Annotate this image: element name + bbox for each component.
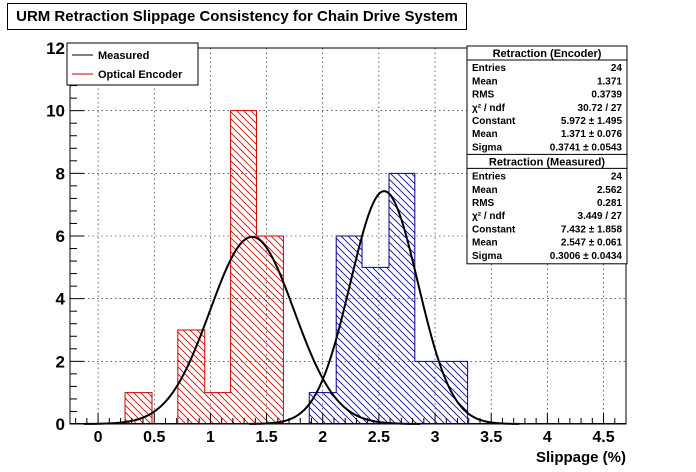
legend-label: Measured	[98, 50, 149, 62]
gaussian-fits	[83, 190, 520, 425]
stats-row-value: 0.3741 ± 0.0543	[550, 142, 623, 153]
histogram-bar	[362, 267, 389, 424]
stats-row-label: Mean	[472, 129, 498, 140]
y-tick-label: 6	[56, 227, 65, 246]
stats-row-label: χ² / ndf	[472, 211, 506, 222]
x-tick-label: 2	[318, 429, 327, 446]
fit-curve	[83, 235, 421, 425]
x-tick-label: 0	[94, 429, 103, 446]
chart-title: URM Retraction Slippage Consistency for …	[16, 8, 458, 25]
y-tick-label: 0	[56, 415, 65, 434]
stats-row-value: 0.3006 ± 0.0434	[550, 251, 623, 262]
histogram-bar	[441, 361, 468, 424]
stats-row-label: Entries	[472, 63, 506, 74]
histogram-bar	[388, 173, 415, 424]
stats-row-label: Sigma	[472, 142, 502, 153]
stats-box-title: Retraction (Measured)	[489, 156, 605, 168]
stats-row-label: Mean	[472, 238, 498, 249]
x-tick-label: 0.5	[143, 429, 165, 446]
histogram-outline	[308, 172, 469, 424]
stats-row-value: 24	[611, 172, 623, 183]
stats-row-value: 1.371 ± 0.076	[561, 129, 623, 140]
stats-row-value: 2.547 ± 0.061	[561, 238, 623, 249]
stats-row-value: 0.3739	[591, 90, 622, 101]
x-tick-label: 4	[543, 429, 552, 446]
stats-box-frame	[466, 45, 628, 156]
stats-row-value: 30.72 / 27	[578, 103, 623, 114]
fit-curve	[249, 190, 520, 425]
histogram-bar	[414, 361, 442, 424]
x-tick-label: 3	[431, 429, 440, 446]
histogram-bar	[230, 110, 257, 425]
y-tick-label: 2	[56, 352, 65, 371]
stats-box: Retraction (Encoder) Entries 24 Mean 1.371 RM…	[466, 45, 628, 156]
y-tick-label: 10	[46, 102, 65, 121]
x-tick-label: 1	[206, 429, 215, 446]
stats-row-value: 24	[611, 63, 623, 74]
histogram-bar	[336, 236, 363, 424]
histogram-bars	[70, 110, 626, 425]
legend: Measured Optical Encoder	[66, 42, 199, 86]
stats-row-value: 3.449 / 27	[578, 211, 623, 222]
stats-box-title: Retraction (Encoder)	[493, 48, 602, 60]
y-tick-label: 12	[46, 39, 65, 58]
stats-box-frame	[466, 153, 628, 265]
x-tick-label: 3.5	[480, 429, 502, 446]
stats-box: Retraction (Measured) Entries 24 Mean 2.562 R…	[466, 153, 628, 265]
stats-row-label: RMS	[472, 198, 495, 209]
x-axis-label: Slippage (%)	[536, 449, 626, 466]
x-tick-label: 4.5	[592, 429, 614, 446]
stats-row-label: χ² / ndf	[472, 103, 506, 114]
stats-row-label: Entries	[472, 172, 506, 183]
histogram-outline	[124, 110, 310, 425]
x-tick-label: 1.5	[255, 429, 277, 446]
stats-row-label: Constant	[472, 116, 516, 127]
y-tick-label: 4	[56, 290, 66, 309]
stats-row-label: RMS	[472, 90, 495, 101]
stats-row-value: 2.562	[597, 185, 622, 196]
stats-row-label: Mean	[472, 185, 498, 196]
stats-row-value: 0.281	[597, 198, 622, 209]
histogram-bar	[204, 392, 231, 424]
stats-row-label: Constant	[472, 224, 516, 235]
x-tick-label: 2.5	[368, 429, 390, 446]
histogram-bar	[256, 236, 284, 424]
stats-row-label: Sigma	[472, 251, 502, 262]
stats-row-value: 5.972 ± 1.495	[561, 116, 623, 127]
y-tick-label: 8	[56, 164, 65, 183]
stats-row-value: 7.432 ± 1.858	[561, 224, 623, 235]
legend-box	[66, 42, 199, 86]
chart-title-box: URM Retraction Slippage Consistency for …	[7, 3, 467, 30]
legend-label: Optical Encoder	[98, 69, 183, 81]
stats-boxes: Retraction (Encoder) Entries 24 Mean 1.371 RM…	[466, 45, 628, 265]
stats-row-value: 1.371	[597, 76, 622, 87]
stats-row-label: Mean	[472, 76, 498, 87]
